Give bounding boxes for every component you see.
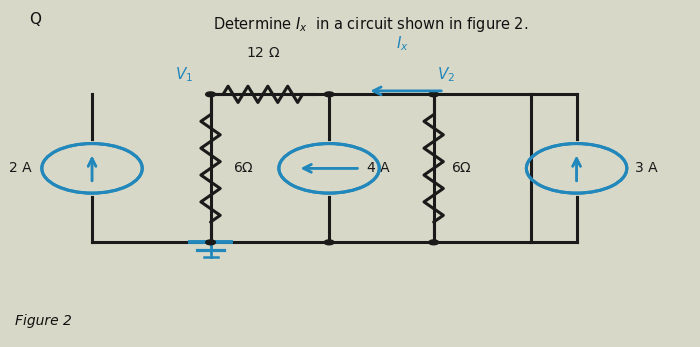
Circle shape (324, 92, 334, 97)
Text: $V_2$: $V_2$ (438, 65, 455, 84)
Text: 12 $\Omega$: 12 $\Omega$ (246, 46, 280, 60)
Circle shape (429, 240, 438, 245)
Circle shape (429, 92, 438, 97)
Text: 4 A: 4 A (368, 161, 390, 175)
Text: 3 A: 3 A (635, 161, 658, 175)
Text: $V_1$: $V_1$ (175, 65, 193, 84)
Circle shape (206, 240, 216, 245)
Text: $I_x$: $I_x$ (396, 34, 409, 53)
Text: 2 A: 2 A (8, 161, 32, 175)
Text: Q: Q (29, 12, 41, 27)
Circle shape (324, 240, 334, 245)
Text: 6$\Omega$: 6$\Omega$ (451, 161, 472, 175)
Text: Determine $I_x$  in a circuit shown in figure 2.: Determine $I_x$ in a circuit shown in fi… (214, 15, 528, 34)
Text: 6$\Omega$: 6$\Omega$ (233, 161, 254, 175)
Circle shape (206, 92, 216, 97)
Text: Figure 2: Figure 2 (15, 314, 72, 328)
